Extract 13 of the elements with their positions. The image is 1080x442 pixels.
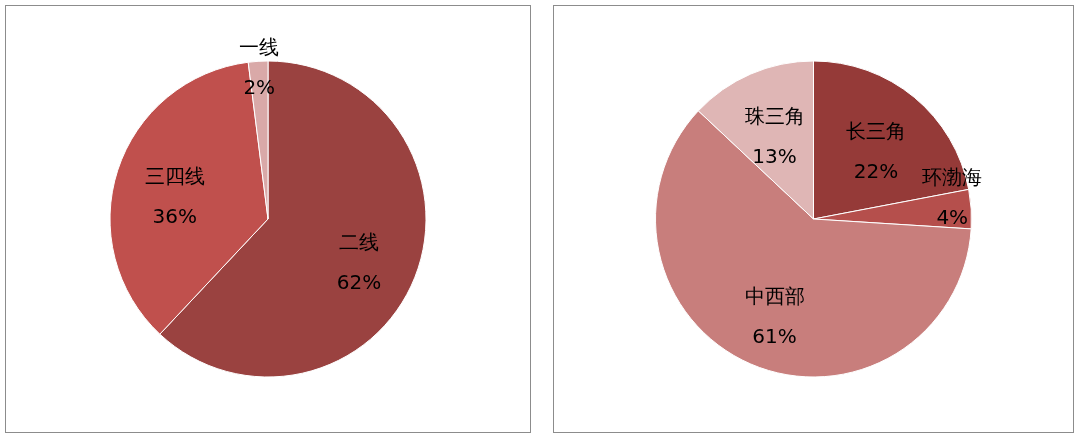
slice-label: 中西部 [744, 283, 805, 308]
slice-label: 三四线 [144, 163, 205, 188]
data-label: 4% [936, 205, 969, 230]
data-label: 22% [853, 158, 899, 183]
data-label: 2% [243, 75, 276, 100]
data-label: 36% [152, 203, 198, 228]
data-label: 61% [752, 323, 797, 348]
slice-label: 珠三角 [744, 104, 805, 129]
slice-label: 长三角 [845, 118, 906, 143]
slice-label: 二线 [339, 230, 380, 255]
slice-label: 一线 [239, 35, 280, 60]
data-label: 13% [752, 144, 797, 169]
data-label: 62% [336, 270, 382, 295]
